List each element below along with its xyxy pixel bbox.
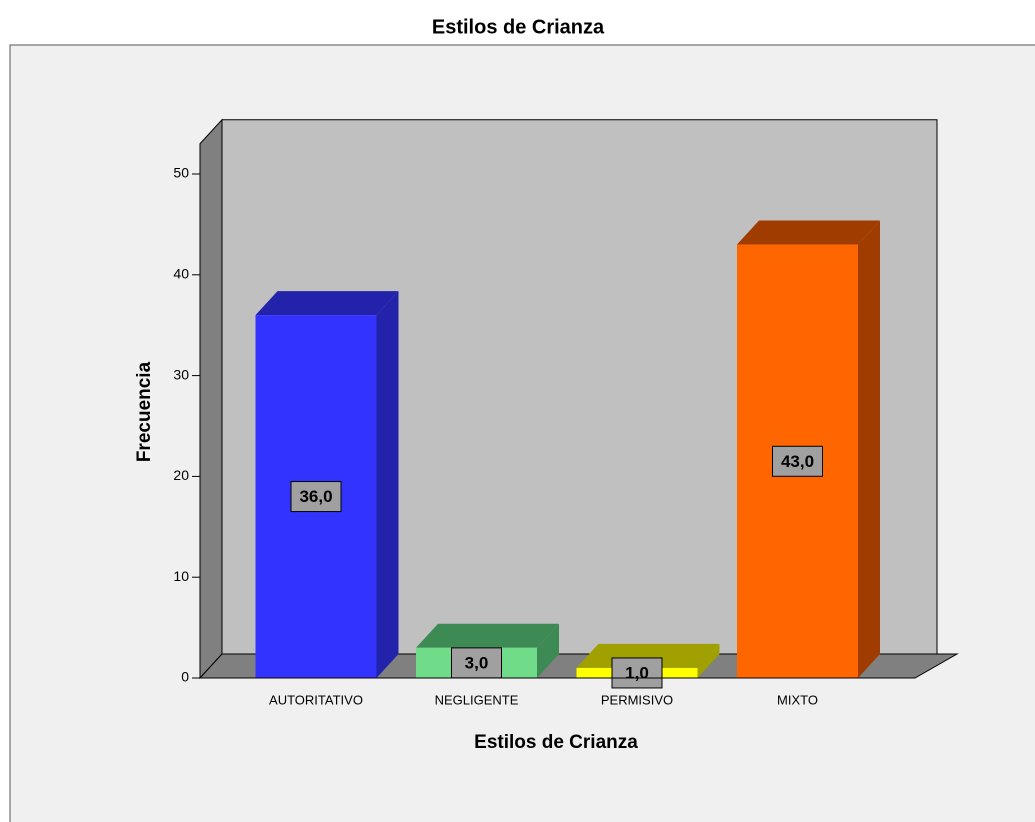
- y-axis-title: Frecuencia: [134, 361, 155, 462]
- value-label: 3,0: [465, 653, 489, 672]
- y-tick-label: 20: [173, 467, 189, 483]
- value-label: 1,0: [625, 663, 649, 682]
- bar: [255, 291, 399, 678]
- x-tick-label: NEGLIGENTE: [435, 692, 519, 707]
- x-tick-label: MIXTO: [777, 692, 818, 707]
- value-label-box: [772, 445, 823, 477]
- value-label: 43,0: [781, 452, 814, 471]
- x-tick-label: AUTORITATIVO: [269, 692, 363, 707]
- value-label-box: [611, 657, 663, 689]
- x-axis-title: Estilos de Crianza: [474, 732, 638, 753]
- bar-top: [416, 623, 559, 648]
- bar-top: [255, 291, 399, 316]
- bar-side: [697, 643, 720, 678]
- y-tick-label: 40: [173, 266, 189, 282]
- y-tick-label: 10: [173, 568, 189, 584]
- value-label: 36,0: [299, 487, 332, 506]
- left-wall: [199, 118, 223, 680]
- y-tick-label: 0: [181, 669, 189, 685]
- y-tick-label: 30: [173, 366, 189, 382]
- bar-side: [376, 291, 399, 678]
- bar-side: [858, 220, 880, 678]
- value-label-box: [451, 647, 502, 679]
- x-tick-label: PERMISIVO: [601, 692, 673, 707]
- bar-side: [537, 623, 559, 678]
- y-tick-label: 50: [173, 165, 189, 181]
- chart-title: Estilos de Crianza: [432, 16, 605, 38]
- value-label-box: [290, 481, 342, 513]
- bar-top: [737, 220, 880, 245]
